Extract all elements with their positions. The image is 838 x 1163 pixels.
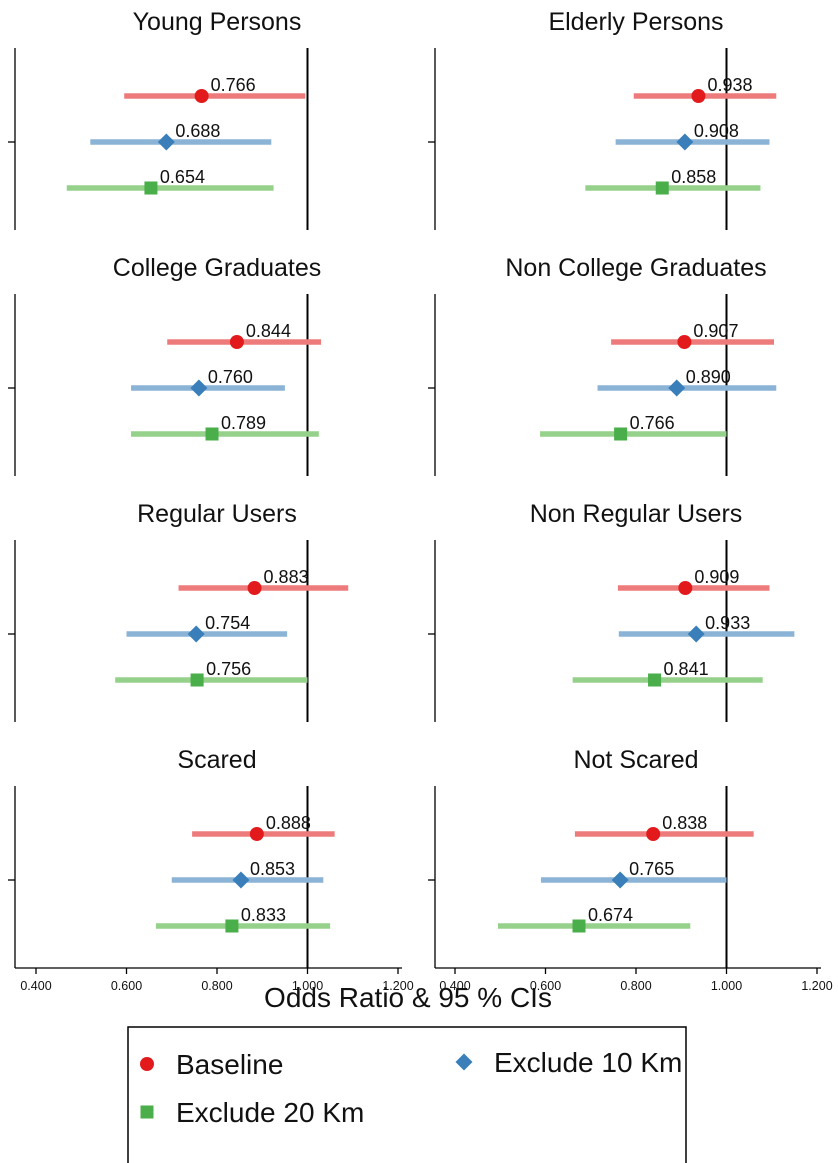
point-exclude10 [687,625,705,643]
point-baseline [677,335,692,349]
legend-marker-exclude10 [455,1053,473,1071]
value-label: 0.760 [208,367,253,387]
panel-title: Elderly Persons [548,8,723,36]
panel-title: Regular Users [137,500,297,528]
x-tick-label: 0.800 [201,979,232,993]
x-tick-label: 0.800 [620,979,651,993]
value-label: 0.844 [246,321,291,341]
x-tick-label: 0.600 [530,979,561,993]
x-tick-label: 1.000 [711,979,742,993]
panels-group: Young Persons 0.766 0.688 0.654 Elderly Pers… [8,8,833,993]
point-exclude10 [232,871,250,889]
value-label: 0.888 [266,813,311,833]
point-exclude20 [655,181,669,195]
panel-title: Non College Graduates [505,254,766,282]
panel-title: College Graduates [113,254,321,282]
value-label: 0.766 [211,75,256,95]
point-baseline [249,827,264,841]
x-axis-label: Odds Ratio & 95 % CIs [264,982,552,1013]
point-exclude20 [648,673,662,687]
value-label: 0.838 [662,813,707,833]
point-exclude20 [225,919,239,933]
value-label: 0.654 [160,167,205,187]
value-label: 0.833 [241,905,286,925]
point-baseline [646,827,661,841]
panel-title: Non Regular Users [530,500,743,528]
point-exclude20 [144,181,158,195]
legend: Baseline Exclude 10 Km Exclude 20 Km [127,1026,687,1163]
value-label: 0.756 [206,659,251,679]
point-baseline [691,89,706,103]
value-label: 0.883 [264,567,309,587]
x-tick-label: 1.200 [801,979,832,993]
point-exclude20 [190,673,204,687]
point-exclude10 [157,133,175,151]
value-label: 0.907 [693,321,738,341]
legend-box [127,1026,687,1163]
panel-title: Scared [177,746,256,774]
value-label: 0.858 [671,167,716,187]
x-tick-label: 1.000 [292,979,323,993]
panel-regular-users: Regular Users 0.883 0.754 0.756 [8,500,349,722]
value-label: 0.933 [705,613,750,633]
point-baseline [194,89,209,103]
value-label: 0.688 [175,121,220,141]
panel-title: Young Persons [133,8,302,36]
value-label: 0.890 [686,367,731,387]
point-baseline [678,581,693,595]
panel-young-persons: Young Persons 0.766 0.688 0.654 [8,8,309,230]
value-label: 0.841 [664,659,709,679]
value-label: 0.908 [694,121,739,141]
legend-marker-baseline [140,1057,154,1071]
point-exclude10 [611,871,629,889]
panel-non-college-graduates: Non College Graduates 0.907 0.890 0.766 [428,254,777,476]
point-exclude20 [572,919,586,933]
value-label: 0.766 [630,413,675,433]
x-tick-label: 0.600 [111,979,142,993]
value-label: 0.674 [588,905,633,925]
point-baseline [247,581,262,595]
x-tick-label: 1.200 [382,979,413,993]
legend-label-exclude20: Exclude 20 Km [176,1097,364,1128]
value-label: 0.853 [250,859,295,879]
panel-not-scared: Not Scared 0.838 0.765 0.674 0.400 0.600 0.800… [428,746,833,993]
panel-college-graduates: College Graduates 0.844 0.760 0.789 [8,254,321,476]
legend-label-baseline: Baseline [176,1049,283,1080]
panel-title: Not Scared [573,746,698,774]
x-tick-label: 0.400 [20,979,51,993]
panel-non-regular-users: Non Regular Users 0.909 0.933 0.841 [428,500,795,722]
point-exclude20 [205,427,219,441]
panel-elderly-persons: Elderly Persons 0.938 0.908 0.858 [428,8,777,230]
value-label: 0.765 [629,859,674,879]
legend-marker-exclude20 [140,1105,154,1119]
value-label: 0.938 [707,75,752,95]
point-exclude10 [190,379,208,397]
value-label: 0.909 [694,567,739,587]
point-exclude10 [187,625,205,643]
value-label: 0.789 [221,413,266,433]
legend-label-exclude10: Exclude 10 Km [494,1047,682,1078]
value-label: 0.754 [205,613,250,633]
point-exclude10 [676,133,694,151]
point-exclude10 [668,379,686,397]
point-baseline [229,335,244,349]
panel-scared: Scared 0.888 0.853 0.833 0.400 0.600 0.800 1.00… [8,746,414,993]
x-tick-label: 0.400 [439,979,470,993]
point-exclude20 [614,427,628,441]
